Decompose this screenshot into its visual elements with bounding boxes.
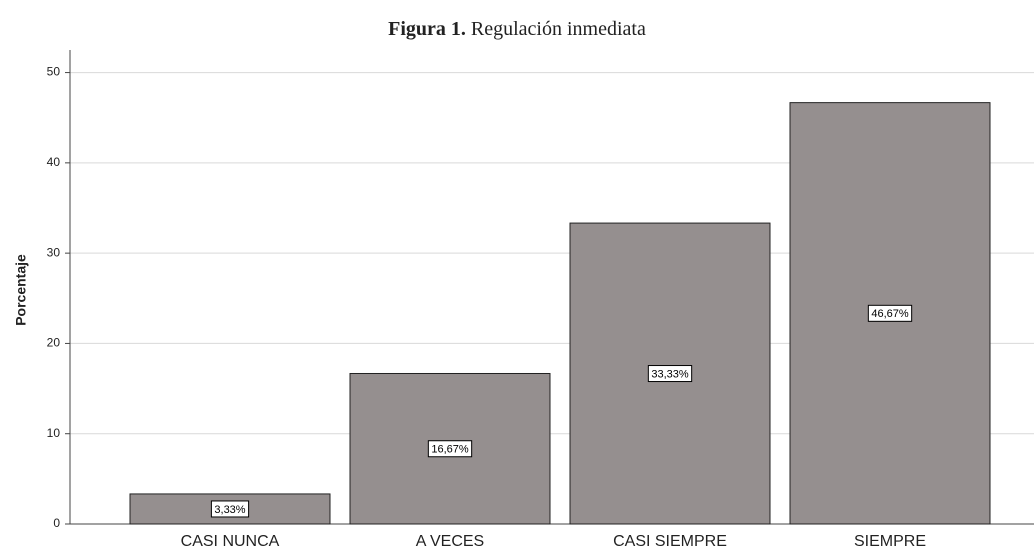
y-tick-label: 20 bbox=[47, 336, 61, 350]
value-label-box bbox=[647, 365, 693, 383]
y-axis-label: Porcentaje bbox=[13, 254, 29, 326]
value-label-box bbox=[867, 304, 913, 322]
y-tick-label: 0 bbox=[53, 516, 60, 530]
x-tick-label: CASI SIEMPRE bbox=[613, 533, 727, 550]
value-label-box bbox=[210, 500, 250, 518]
value-label-box bbox=[427, 440, 473, 458]
x-tick-label: CASI NUNCA bbox=[181, 533, 280, 550]
y-tick-label: 50 bbox=[47, 65, 61, 79]
x-tick-label: SIEMPRE bbox=[854, 533, 926, 550]
value-label: 16,67% bbox=[431, 444, 469, 456]
value-label: 33,33% bbox=[651, 368, 689, 380]
y-tick-label: 30 bbox=[47, 245, 61, 259]
y-tick-label: 40 bbox=[47, 155, 61, 169]
y-tick-label: 10 bbox=[47, 426, 61, 440]
value-label: 46,67% bbox=[871, 308, 909, 320]
title-text: Regulación inmediata bbox=[471, 18, 646, 40]
title-prefix: Figura 1. bbox=[388, 18, 466, 40]
x-tick-label: A VECES bbox=[416, 533, 484, 550]
chart-title: Figura 1. Regulación inmediata bbox=[388, 18, 646, 40]
value-label: 3,33% bbox=[214, 504, 245, 516]
